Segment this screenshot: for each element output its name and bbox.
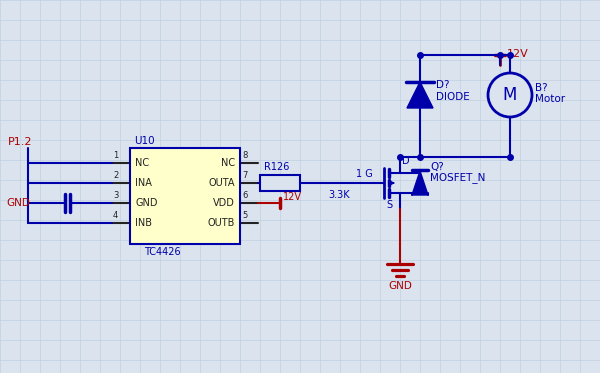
Bar [260, 175, 300, 191]
Polygon shape [412, 171, 428, 195]
Text: P1.2: P1.2 [8, 137, 32, 147]
Text: U10: U10 [134, 136, 155, 146]
Text: INA: INA [135, 178, 152, 188]
Text: B?: B? [535, 83, 548, 93]
Text: 1 G: 1 G [356, 169, 373, 179]
Text: OUTB: OUTB [208, 218, 235, 228]
Text: 7: 7 [242, 172, 247, 181]
Text: GND: GND [135, 198, 157, 208]
Text: NC: NC [135, 158, 149, 168]
Text: INB: INB [135, 218, 152, 228]
Text: Motor: Motor [535, 94, 565, 104]
Text: 5: 5 [242, 211, 247, 220]
Text: 2: 2 [113, 172, 118, 181]
Text: 3.3K: 3.3K [328, 190, 350, 200]
Text: GND: GND [6, 198, 30, 208]
Text: DIODE: DIODE [436, 92, 470, 102]
Text: M: M [503, 86, 517, 104]
Text: 12V: 12V [283, 192, 302, 202]
Text: 6: 6 [242, 191, 247, 201]
Text: D?: D? [436, 80, 449, 90]
Text: Q?: Q? [430, 162, 444, 172]
Text: 8: 8 [242, 151, 247, 160]
Text: NC: NC [221, 158, 235, 168]
Text: 4: 4 [113, 211, 118, 220]
Text: VDD: VDD [213, 198, 235, 208]
Text: R126: R126 [264, 162, 289, 172]
Text: MOSFET_N: MOSFET_N [430, 173, 485, 184]
Polygon shape [407, 82, 433, 108]
Text: 12V: 12V [507, 49, 529, 59]
Circle shape [488, 73, 532, 117]
Text: D: D [402, 156, 410, 166]
Text: GND: GND [388, 281, 412, 291]
Text: 3: 3 [113, 191, 118, 201]
Text: S: S [386, 200, 392, 210]
Text: 1: 1 [113, 151, 118, 160]
Text: TC4426: TC4426 [144, 247, 181, 257]
Text: OUTA: OUTA [209, 178, 235, 188]
Bar [130, 148, 240, 244]
